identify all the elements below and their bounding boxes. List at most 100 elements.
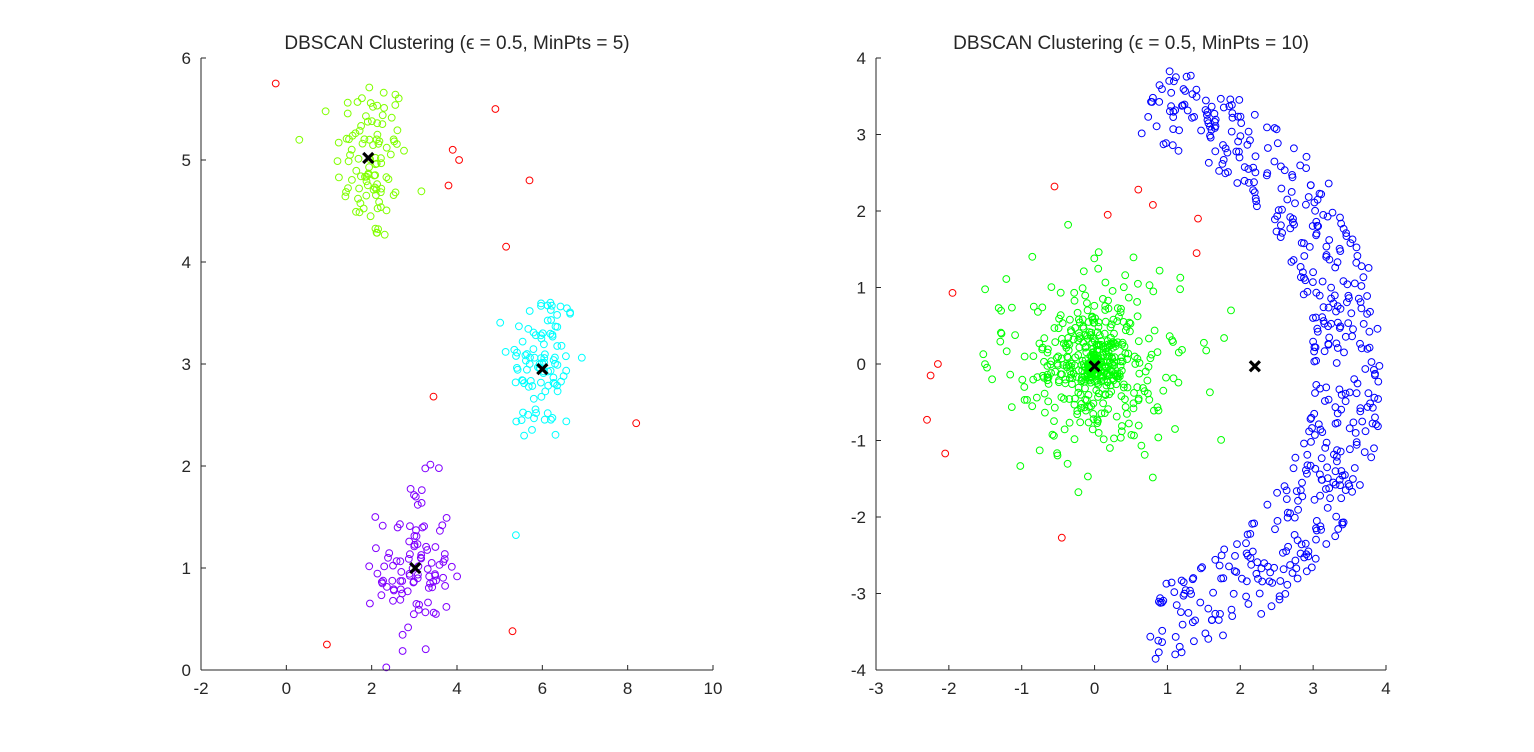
cluster-2-point [510,345,519,354]
x-tick-label: 2 [1236,679,1245,698]
cluster-2-point [1357,304,1366,313]
cluster-3-point [396,585,405,594]
cluster-2-point [1282,495,1291,504]
noise-point [923,415,931,424]
plot-title: DBSCAN Clustering (ϵ = 0.5, MinPts = 10) [953,33,1309,54]
y-tick-label: 2 [857,202,866,221]
cluster-1-point [1069,335,1078,344]
cluster-2-point [1204,158,1213,167]
cluster-2-point [524,410,532,419]
cluster-2-point [1348,235,1357,244]
cluster-2-point [1311,431,1319,439]
cluster-1-point [1121,271,1130,280]
cluster-3-point [441,582,450,590]
cluster-1-point [1154,406,1163,415]
cluster-2-point [1352,243,1361,252]
cluster-2-point [1228,109,1237,117]
cluster-2-point [1218,160,1227,168]
cluster-2-point [1197,126,1205,135]
cluster-1-point [1051,338,1060,347]
cluster-2-point [1336,447,1345,456]
cluster-1-point [1084,472,1092,481]
cluster-2-point [1172,73,1180,82]
cluster-1-point [365,135,374,144]
cluster-2-point [543,409,552,418]
cluster-2-point [1273,517,1282,525]
cluster-2-point [1219,103,1228,112]
cluster-2-point [1192,85,1201,94]
cluster-1-point [1135,359,1144,367]
cluster-2-point [577,353,586,362]
cluster-2-point [1267,602,1276,611]
cluster-2-point [1169,125,1178,134]
y-tick-label: 0 [857,355,866,374]
cluster-2-point [1348,487,1356,496]
cluster-2-point [1344,319,1353,328]
cluster-3-point [413,500,422,509]
cluster-1-point [1101,317,1110,326]
cluster-2-point [1250,519,1258,528]
cluster-1-point [1067,326,1075,335]
cluster-1-point [1079,339,1088,347]
cluster-2-point [1244,600,1253,608]
cluster-1-point [1040,334,1049,343]
cluster-1-point [343,109,352,118]
noise-point [1149,201,1157,209]
cluster-2-point [1186,71,1195,80]
cluster-1-point [1057,393,1066,402]
cluster-2-point [1333,258,1342,267]
cluster-3-point [406,485,415,493]
y-tick-label: 4 [857,49,866,68]
cluster-2-point [1211,147,1220,156]
cluster-2-point [1170,588,1179,596]
cluster-1-point [1155,266,1164,275]
x-tick-label: -1 [1014,679,1029,698]
cluster-3-point [411,492,420,501]
cluster-1-point [1131,360,1140,368]
cluster-2-point [1165,67,1174,76]
cluster-2-point [1364,264,1373,272]
cluster-2-point [1231,552,1239,560]
centroid-marker [1088,360,1101,373]
cluster-1-point [1058,319,1067,328]
cluster-2-point [1310,347,1318,356]
cluster-2-point [1331,263,1340,272]
cluster-2-point [1257,564,1266,573]
cluster-1-point [988,375,996,384]
cluster-2-point [1284,542,1292,551]
cluster-3-point [426,460,435,469]
cluster-2-point [1293,536,1302,545]
cluster-1-point [1083,306,1092,315]
cluster-2-point [1197,564,1205,573]
cluster-2-point [1257,610,1266,618]
cluster-2-point [1338,520,1347,529]
cluster-2-point [1180,589,1189,598]
cluster-2-point [540,340,548,349]
y-tick-label: 2 [182,457,191,476]
cluster-3-point [404,623,413,632]
cluster-1-point [1145,395,1154,404]
cluster-1-point [1145,281,1154,290]
cluster-1-point [1056,311,1065,320]
cluster-1-point [1020,383,1029,391]
cluster-1-point [1090,352,1099,361]
cluster-2-point [1251,194,1260,203]
cluster-1-point [368,117,376,126]
y-tick-label: 1 [857,279,866,298]
cluster-3-point [439,573,448,582]
cluster-2-point [553,342,562,350]
cluster-2-point [1167,578,1176,587]
cluster-2-point [1337,467,1346,475]
cluster-1-point [1020,352,1029,361]
cluster-1-point [366,212,375,221]
cluster-2-point [1360,448,1369,457]
cluster-2-point [1196,598,1205,607]
cluster-2-point [548,332,557,341]
cluster-2-point [1158,626,1167,635]
cluster-2-point [1246,136,1254,145]
cluster-1-point [1044,397,1053,406]
cluster-3-point [425,572,434,581]
cluster-1-point [1125,419,1133,428]
cluster-2-point [1313,327,1322,336]
